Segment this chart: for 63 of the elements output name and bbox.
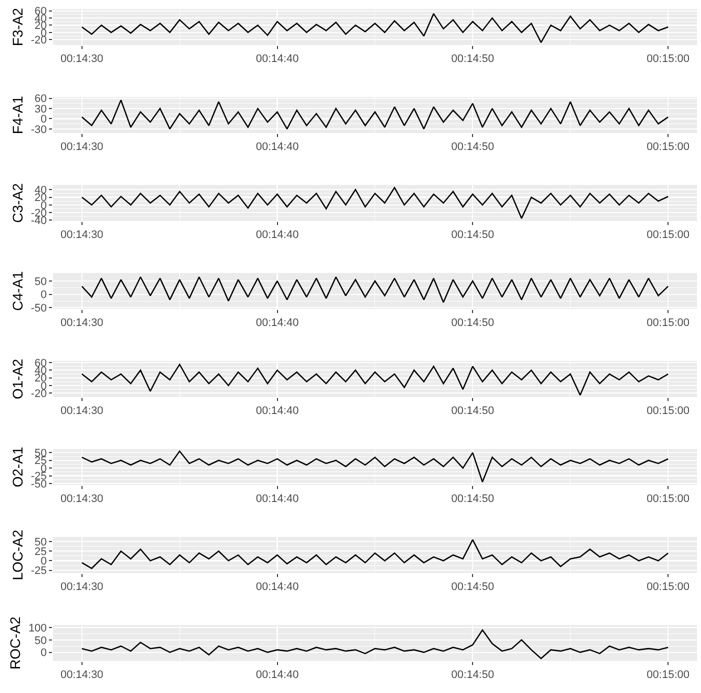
x-tick-label: 00:14:30 bbox=[60, 317, 104, 330]
line-series bbox=[81, 450, 669, 483]
x-tick-label: 00:14:40 bbox=[256, 669, 299, 682]
x-tick-label: 00:15:00 bbox=[646, 317, 690, 330]
y-axis-title: F4-A1 bbox=[9, 96, 26, 134]
y-tick-label: -30 bbox=[30, 124, 47, 136]
x-tick-label: 00:14:50 bbox=[451, 141, 494, 154]
y-axis-title: O1-A2 bbox=[9, 358, 26, 400]
y-tick-label: 60 bbox=[34, 93, 47, 106]
x-tick-label: 00:14:30 bbox=[60, 405, 104, 418]
y-tick-label: 25 bbox=[34, 546, 47, 558]
x-tick-label: 00:14:40 bbox=[256, 229, 299, 242]
x-tick-label: 00:14:40 bbox=[256, 141, 299, 154]
y-axis-title: C3-A2 bbox=[9, 182, 26, 223]
x-tick-label: 00:14:50 bbox=[451, 669, 494, 682]
y-tick-label: 50 bbox=[34, 536, 47, 548]
line-series bbox=[81, 99, 669, 130]
x-tick-label: 00:14:50 bbox=[451, 493, 494, 506]
y-axis-title: O2-A1 bbox=[9, 446, 26, 488]
line-series bbox=[81, 539, 669, 570]
y-tick-label: 50 bbox=[34, 634, 47, 647]
x-tick-label: 00:15:00 bbox=[646, 53, 690, 66]
x-tick-label: 00:14:30 bbox=[60, 229, 104, 242]
x-tick-label: 00:14:50 bbox=[451, 581, 494, 594]
y-tick-label: 100 bbox=[28, 622, 47, 634]
x-tick-label: 00:15:00 bbox=[646, 405, 690, 418]
y-axis-title: C4-A1 bbox=[9, 270, 26, 311]
x-tick-label: 00:15:00 bbox=[646, 141, 690, 154]
x-tick-label: 00:14:30 bbox=[60, 53, 104, 66]
y-tick-label: 30 bbox=[34, 103, 47, 116]
y-tick-label: 0 bbox=[40, 556, 47, 568]
x-tick-label: 00:15:00 bbox=[646, 493, 690, 506]
x-tick-label: 00:14:30 bbox=[60, 581, 104, 594]
x-tick-label: 00:14:50 bbox=[451, 229, 494, 242]
x-tick-label: 00:14:30 bbox=[60, 493, 104, 506]
line-series bbox=[81, 629, 669, 660]
x-tick-label: 00:14:50 bbox=[451, 317, 494, 330]
x-tick-label: 00:15:00 bbox=[646, 581, 690, 594]
y-tick-label: 0 bbox=[40, 114, 47, 126]
y-tick-label: 50 bbox=[34, 276, 47, 288]
x-tick-label: 00:14:40 bbox=[256, 581, 299, 594]
x-tick-label: 00:14:40 bbox=[256, 317, 299, 330]
x-tick-label: 00:15:00 bbox=[646, 229, 690, 242]
line-series bbox=[81, 187, 669, 219]
x-tick-label: 00:14:50 bbox=[451, 405, 494, 418]
y-axis-title: LOC-A2 bbox=[9, 530, 26, 580]
x-tick-label: 00:14:30 bbox=[60, 669, 104, 682]
line-series bbox=[81, 364, 669, 396]
y-tick-label: -50 bbox=[30, 302, 47, 315]
x-tick-label: 00:14:40 bbox=[256, 493, 299, 506]
x-tick-label: 00:14:40 bbox=[256, 53, 299, 66]
x-tick-label: 00:14:50 bbox=[451, 53, 494, 66]
line-series bbox=[81, 13, 669, 44]
x-tick-label: 00:14:40 bbox=[256, 405, 299, 418]
y-tick-label: -20 bbox=[30, 34, 47, 46]
y-axis-title: F3-A2 bbox=[9, 8, 26, 46]
x-tick-label: 00:15:00 bbox=[646, 669, 690, 682]
y-axis-title: ROC-A2 bbox=[7, 616, 24, 670]
line-series bbox=[81, 276, 669, 303]
y-tick-label: 0 bbox=[40, 647, 47, 660]
x-tick-label: 00:14:30 bbox=[60, 141, 104, 154]
y-tick-label: 0 bbox=[40, 289, 47, 302]
y-tick-label: -25 bbox=[30, 565, 47, 578]
